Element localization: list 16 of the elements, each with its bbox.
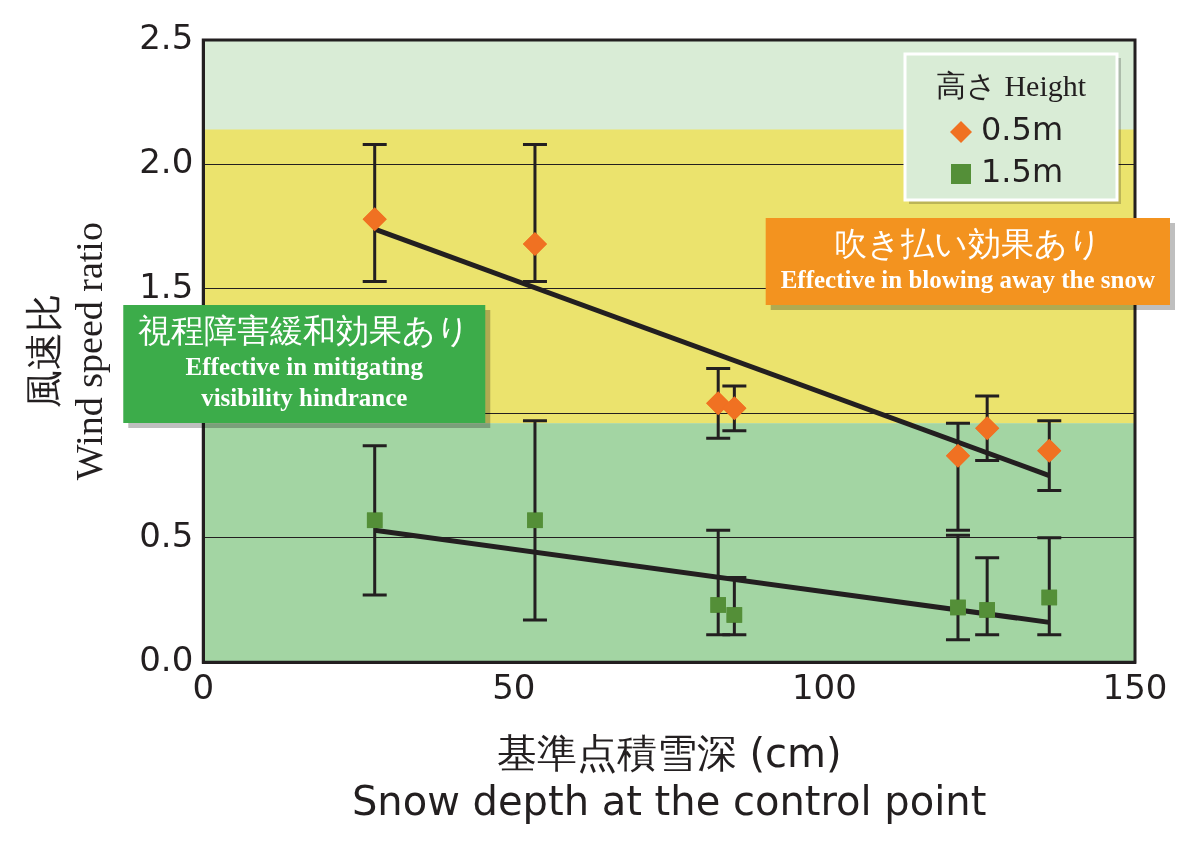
legend-label: 0.5m: [981, 110, 1064, 149]
y-tick-label: 0.0: [139, 639, 194, 680]
x-tick-label: 0: [192, 667, 215, 708]
y-tick-label: 2.5: [139, 16, 194, 57]
legend-label: 1.5m: [981, 152, 1064, 191]
x-tick-label: 100: [791, 667, 857, 708]
x-tick-label: 150: [1102, 667, 1168, 708]
y-axis-title: 風速比 Wind speed ratio: [22, 222, 111, 481]
band-label: 吹き払い効果あり Effective in blowing away the snow: [780, 223, 1155, 293]
y-tick-label: 1.5: [139, 265, 194, 306]
y-tick-label: 0.5: [139, 514, 194, 555]
x-axis-title: 基準点積雪深 (cm) Snow depth at the control point: [351, 730, 987, 825]
x-tick-label: 50: [492, 667, 536, 708]
legend-title: 高さ Height: [935, 68, 1087, 102]
band-label: 視程障害緩和効果あり Effective in mitigating visibility hindrance: [138, 310, 471, 411]
y-tick-label: 2.0: [139, 141, 194, 182]
